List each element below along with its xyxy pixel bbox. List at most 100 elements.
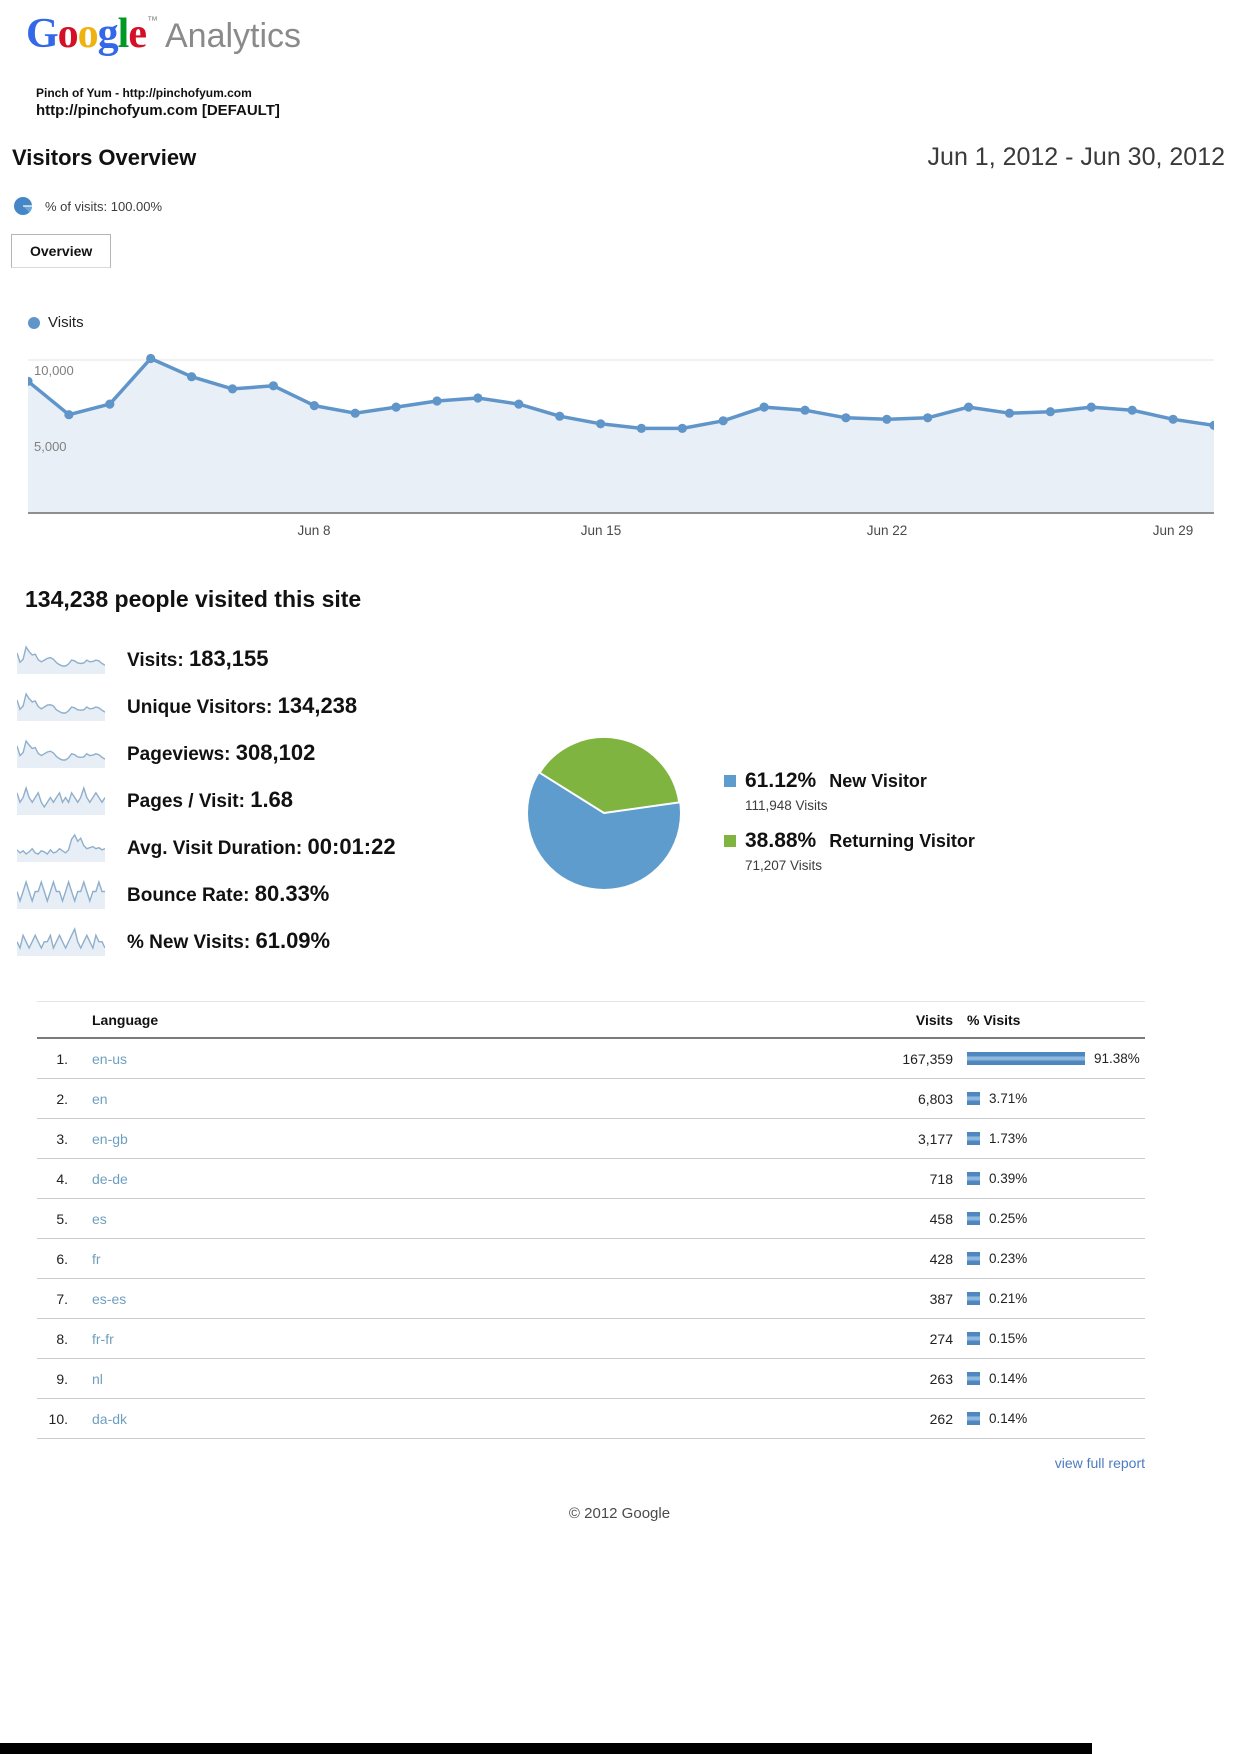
visits-legend-label: Visits xyxy=(48,314,84,331)
metric-sparkline xyxy=(17,644,105,674)
percent-value: 0.25% xyxy=(989,1211,1028,1226)
metric-sparkline xyxy=(17,833,105,862)
metric-row: Bounce Rate: 80.33% xyxy=(17,870,1239,917)
row-rank: 4. xyxy=(56,1170,68,1187)
returning-visitor-visits: 71,207 Visits xyxy=(745,858,823,873)
percent-value: 3.71% xyxy=(989,1091,1028,1106)
visits-value: 428 xyxy=(929,1250,953,1267)
metric-sparkline xyxy=(17,691,105,721)
visits-value: 167,359 xyxy=(902,1050,953,1067)
google-analytics-logo: Google ™ Analytics xyxy=(26,12,1239,60)
language-link[interactable]: en xyxy=(92,1090,108,1107)
metric-value: 1.68 xyxy=(250,786,294,812)
y-axis-tick-5000: 5,000 xyxy=(34,439,67,454)
metric-label: Pageviews: xyxy=(127,743,236,765)
metric-row: Visits: 183,155 xyxy=(17,635,1239,682)
table-row: 7. es-es 387 0.21% xyxy=(37,1279,1145,1319)
table-row: 9. nl 263 0.14% xyxy=(37,1359,1145,1399)
ga-header: Google ™ Analytics Pinch of Yum - http:/… xyxy=(0,0,1239,119)
percent-value: 0.15% xyxy=(989,1331,1028,1346)
returning-visitor-label: Returning Visitor xyxy=(829,830,975,851)
table-row: 6. fr 428 0.23% xyxy=(37,1239,1145,1279)
percent-bar xyxy=(967,1172,980,1185)
visits-line-chart-svg xyxy=(28,353,1214,512)
metric-value: 183,155 xyxy=(188,645,269,671)
metric-value: 134,238 xyxy=(277,692,358,718)
x-axis-tick: Jun 8 xyxy=(297,523,331,538)
metric-label: Bounce Rate: xyxy=(127,884,255,906)
visits-chart-section: Visits 10,000 5,000 Jun 8 Jun 15 Jun 22 Jun… xyxy=(28,314,1214,542)
tab-overview[interactable]: Overview xyxy=(11,234,112,268)
row-rank: 6. xyxy=(56,1250,68,1267)
percent-bar xyxy=(967,1052,1085,1065)
metric-label: Unique Visitors: xyxy=(127,696,278,718)
metric-label: Pages / Visit: xyxy=(127,790,251,812)
pie-legend: 61.12% New Visitor 111,948 Visits 38.88%… xyxy=(724,769,1154,889)
percent-value: 0.39% xyxy=(989,1171,1028,1186)
percent-value: 0.14% xyxy=(989,1371,1028,1386)
language-link[interactable]: da-dk xyxy=(92,1410,128,1427)
percent-bar xyxy=(967,1212,980,1225)
metric-value: 00:01:22 xyxy=(307,833,396,859)
percent-value: 0.23% xyxy=(989,1251,1028,1266)
visits-value: 6,803 xyxy=(917,1090,953,1107)
language-header: Language xyxy=(92,1012,159,1028)
percent-value: 0.14% xyxy=(989,1411,1028,1426)
pct-visits-header: % Visits xyxy=(967,1012,1021,1028)
language-link[interactable]: es-es xyxy=(92,1290,127,1307)
table-row: 2. en 6,803 3.71% xyxy=(37,1079,1145,1119)
percent-bar xyxy=(967,1332,980,1345)
table-row: 1. en-us 167,359 91.38% xyxy=(37,1039,1145,1079)
visits-value: 3,177 xyxy=(917,1130,953,1147)
language-link[interactable]: fr-fr xyxy=(92,1330,114,1347)
pie-legend-new-visitor: 61.12% New Visitor xyxy=(724,769,1154,793)
percent-bar xyxy=(967,1412,980,1425)
language-link[interactable]: en-us xyxy=(92,1050,128,1067)
visits-value: 718 xyxy=(929,1170,953,1187)
copyright-text: © 2012 Google xyxy=(568,1505,671,1522)
visitors-headline: 134,238 people visited this site xyxy=(25,586,362,612)
language-link[interactable]: en-gb xyxy=(92,1130,128,1147)
metric-label: Visits: xyxy=(127,649,189,671)
trademark-symbol: ™ xyxy=(147,15,158,27)
percent-bar xyxy=(967,1132,980,1145)
segment-note: % of visits: 100.00% xyxy=(13,196,1239,216)
row-rank: 1. xyxy=(56,1050,68,1067)
table-row: 8. fr-fr 274 0.15% xyxy=(37,1319,1145,1359)
x-axis-tick: Jun 15 xyxy=(580,523,622,538)
table-row: 4. de-de 718 0.39% xyxy=(37,1159,1145,1199)
row-rank: 8. xyxy=(56,1330,68,1347)
report-title-row: Visitors Overview Jun 1, 2012 - Jun 30, … xyxy=(12,143,1225,172)
percent-value: 1.73% xyxy=(989,1131,1028,1146)
view-full-report-link[interactable]: view full report xyxy=(1054,1455,1145,1471)
metric-value: 80.33% xyxy=(254,880,330,906)
percent-bar xyxy=(967,1092,980,1105)
row-rank: 3. xyxy=(56,1130,68,1147)
returning-visitor-pct: 38.88% xyxy=(745,829,817,852)
metric-value: 308,102 xyxy=(235,739,316,765)
account-name: Pinch of Yum - http://pinchofyum.com xyxy=(36,86,252,100)
segment-note-label: % of visits: 100.00% xyxy=(45,198,163,214)
row-rank: 5. xyxy=(56,1210,68,1227)
row-rank: 9. xyxy=(56,1370,68,1387)
metric-label: % New Visits: xyxy=(127,931,256,953)
percent-bar xyxy=(967,1292,980,1305)
new-visitor-pct: 61.12% xyxy=(745,769,817,792)
visits-legend-dot-icon xyxy=(28,316,40,329)
pie-legend-returning-visitor: 38.88% Returning Visitor xyxy=(724,829,1154,853)
metric-sparkline xyxy=(17,879,105,909)
metric-row: % New Visits: 61.09% xyxy=(17,917,1239,964)
metric-label: Avg. Visit Duration: xyxy=(127,837,308,859)
language-link[interactable]: fr xyxy=(92,1250,101,1267)
language-table-header: Language Visits % Visits xyxy=(37,1001,1145,1039)
x-axis-labels: Jun 8 Jun 15 Jun 22 Jun 29 xyxy=(28,514,1214,542)
language-link[interactable]: nl xyxy=(92,1370,103,1387)
row-rank: 2. xyxy=(56,1090,68,1107)
page-title: Visitors Overview xyxy=(12,145,197,170)
metric-sparkline xyxy=(17,926,105,956)
language-link[interactable]: de-de xyxy=(92,1170,128,1187)
language-link[interactable]: es xyxy=(92,1210,107,1227)
language-table: Language Visits % Visits 1. en-us 167,359 9… xyxy=(37,1001,1145,1439)
metric-sparkline xyxy=(17,785,105,815)
